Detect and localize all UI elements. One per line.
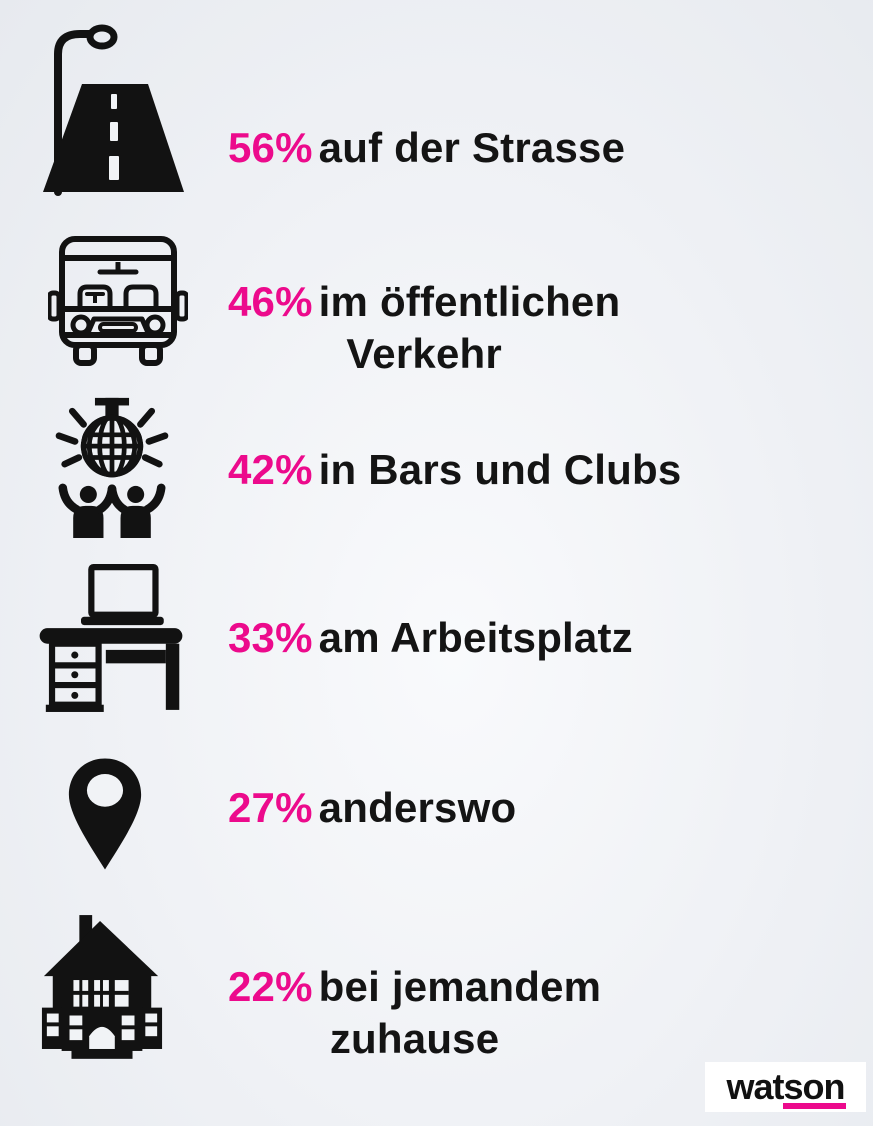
stat-row-oeffentlicher-verkehr: 46% im öffentlichen Verkehr (228, 276, 620, 380)
stat-label: im öffentlichen (318, 278, 621, 325)
stat-row-bars-clubs: 42% in Bars und Clubs (228, 444, 681, 496)
bus-icon (48, 234, 188, 374)
stat-percent: 46% (228, 278, 313, 325)
office-desk-icon (33, 563, 189, 713)
stat-label: am Arbeitsplatz (318, 614, 633, 661)
house-icon (38, 908, 166, 1060)
stat-percent: 33% (228, 614, 313, 661)
stat-line: 33% am Arbeitsplatz (228, 612, 633, 664)
stat-label-line2: Verkehr (346, 330, 502, 377)
stat-row-anderswo: 27% anderswo (228, 782, 516, 834)
watson-logo-wordmark: watson (726, 1066, 845, 1107)
stat-row-strasse: 56% auf der Strasse (228, 122, 625, 174)
stat-percent: 22% (228, 963, 313, 1010)
stat-percent: 27% (228, 784, 313, 831)
stat-line: 27% anderswo (228, 782, 516, 834)
street-road-lamp-icon (38, 20, 190, 196)
watson-logo-underline (782, 1103, 846, 1109)
stat-label: auf der Strasse (318, 124, 626, 171)
stat-percent: 42% (228, 446, 313, 493)
stat-row-arbeitsplatz: 33% am Arbeitsplatz (228, 612, 633, 664)
stat-line: 22% bei jemandem (228, 961, 601, 1013)
stat-label-line2: zuhause (329, 1015, 500, 1062)
map-pin-icon (62, 748, 148, 880)
stat-line: 42% in Bars und Clubs (228, 444, 681, 496)
stat-label: anderswo (318, 784, 517, 831)
stat-label: in Bars und Clubs (318, 446, 682, 493)
stat-row-zuhause: 22% bei jemandem zuhause (228, 961, 601, 1065)
stat-line: 56% auf der Strasse (228, 122, 625, 174)
stat-line: 46% im öffentlichen (228, 276, 620, 328)
watson-logo: watson (705, 1062, 866, 1112)
stat-percent: 56% (228, 124, 313, 171)
watson-logo-text: watson (726, 1066, 846, 1109)
stat-label: bei jemandem (318, 963, 602, 1010)
disco-ball-dancers-icon (44, 396, 180, 538)
